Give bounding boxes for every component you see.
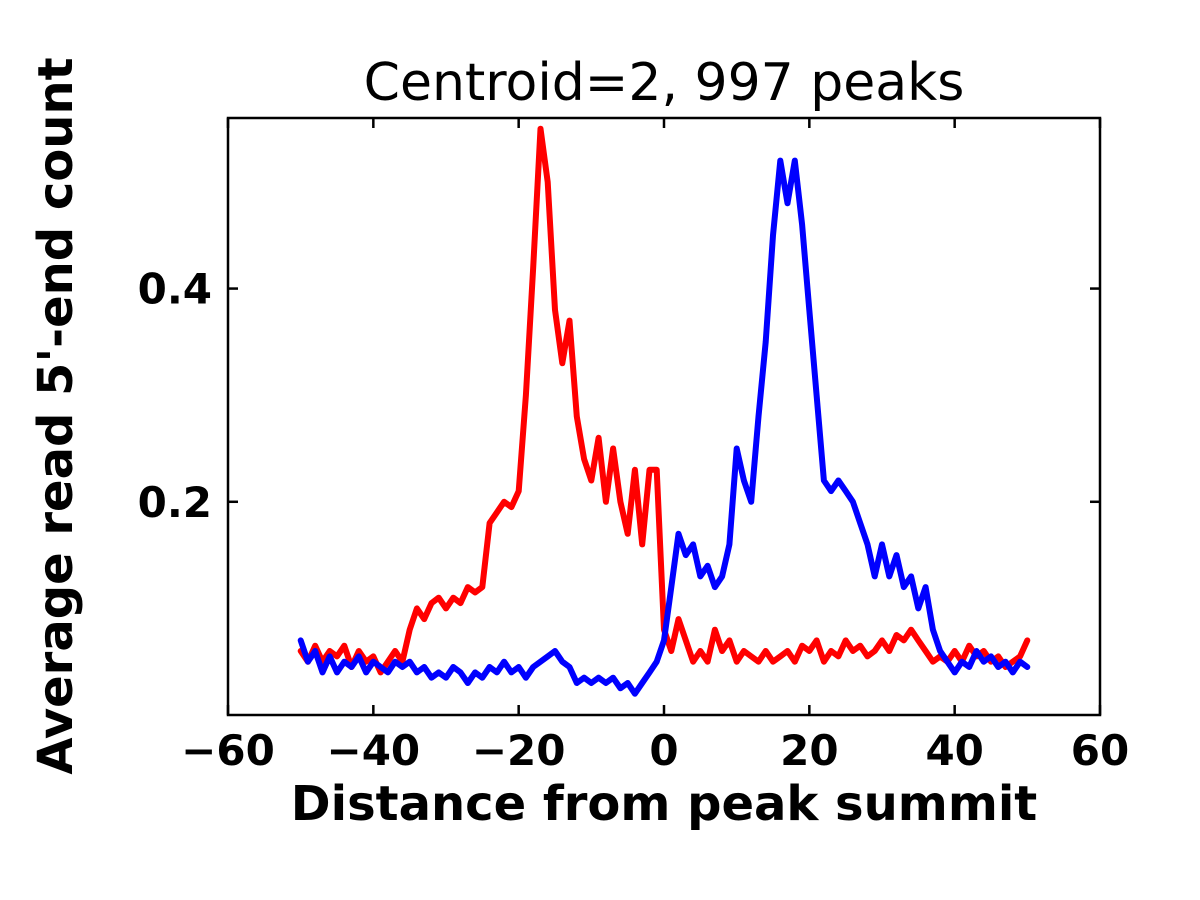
x-tick-label: 20 (780, 726, 838, 775)
x-tick-label: −60 (181, 726, 275, 775)
chart-title: Centroid=2, 997 peaks (364, 53, 965, 113)
y-axis-label: Average read 5'-end count (28, 57, 84, 774)
x-axis-label: Distance from peak summit (291, 776, 1037, 832)
y-tick-label: 0.4 (138, 265, 212, 314)
x-tick-label: 60 (1071, 726, 1129, 775)
y-tick-label: 0.2 (138, 478, 212, 527)
series-red-line (297, 125, 1031, 676)
x-tick-label: −40 (327, 726, 421, 775)
plot-area: −60 −40 −20 0 20 40 60 0.2 0.4 (138, 116, 1129, 775)
series-blue-line (297, 157, 1031, 697)
x-tick-label: 0 (649, 726, 678, 775)
x-tick-label: −20 (472, 726, 566, 775)
x-tick-label: 40 (925, 726, 983, 775)
